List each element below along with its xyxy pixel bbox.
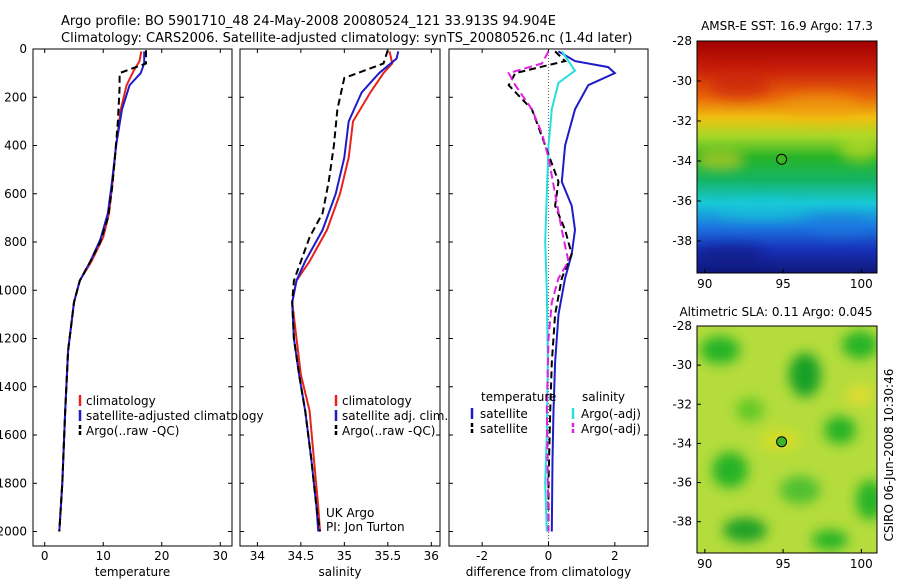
y-tick-label: 1000	[0, 283, 27, 297]
panel-annotation: PI: Jon Turton	[326, 520, 405, 534]
map-x-tick-label: 95	[775, 277, 790, 291]
legend-label: Argo(..raw -QC)	[342, 424, 435, 438]
legend-label: satellite-adjusted climatology	[86, 409, 264, 423]
x-tick-label: 20	[154, 549, 169, 563]
x-tick-label: 34	[250, 549, 265, 563]
map-y-tick-label: -28	[672, 319, 692, 333]
temperature-panel: 0 10 20 30 temperature 0 200 400 600 800 1000 1200 1…	[0, 42, 264, 579]
map-y-tick-label: -36	[672, 476, 692, 490]
y-tick-label: 1800	[0, 476, 27, 490]
map-x-tick-label: 100	[850, 557, 873, 571]
x-tick-label: 30	[213, 549, 228, 563]
map-y-tick-label: -34	[672, 154, 692, 168]
map-x-tick-label: 90	[697, 557, 712, 571]
series-line-climatology	[58, 51, 143, 532]
argo-float-location-marker	[776, 436, 788, 448]
legend-label: Argo(-adj)	[581, 407, 641, 421]
panel-annotation: UK Argo	[326, 506, 374, 520]
difference-panel: -2 0 2 difference from climatology temperatu…	[448, 48, 649, 579]
series-line-argo-raw-qc-	[291, 49, 389, 532]
legend-label: Argo(..raw -QC)	[86, 424, 179, 438]
y-tick-label: 0	[19, 42, 27, 56]
sst-map-title: AMSR-E SST: 16.9 Argo: 17.3	[701, 19, 873, 33]
x-tick-label: -2	[476, 549, 488, 563]
y-tick-label: 200	[4, 90, 27, 104]
legend-label: satellite adj. clim.	[342, 409, 448, 423]
map-y-tick-label: -30	[672, 74, 692, 88]
legend-header-salinity: salinity	[582, 390, 625, 404]
x-axis-label: salinity	[318, 565, 361, 579]
map-y-tick-label: -32	[672, 114, 692, 128]
legend-label: Argo(-adj)	[581, 422, 641, 436]
figure-header-line2: Climatology: CARS2006. Satellite-adjuste…	[61, 31, 633, 46]
sla-map-title: Altimetric SLA: 0.11 Argo: 0.045	[679, 305, 872, 319]
map-y-tick-label: -38	[672, 234, 692, 248]
map-y-tick-label: -36	[672, 194, 692, 208]
legend-label: satellite	[480, 422, 528, 436]
axes-frame	[32, 48, 233, 547]
sla-heatmap-image	[697, 326, 877, 553]
series-line-salinity-argo-adj-	[507, 50, 570, 532]
legend-header-temperature: temperature	[481, 390, 556, 404]
x-axis-label: temperature	[95, 565, 170, 579]
sla-map-panel: Altimetric SLA: 0.11 Argo: 0.045 90 95 100…	[672, 305, 878, 571]
x-tick-label: 2	[611, 549, 619, 563]
map-x-tick-label: 90	[697, 277, 712, 291]
x-axis-label: difference from climatology	[466, 565, 632, 579]
legend-label: satellite	[480, 407, 528, 421]
legend-label: climatology	[342, 394, 412, 408]
y-tick-label: 1600	[0, 428, 27, 442]
map-x-tick-label: 100	[850, 277, 873, 291]
x-tick-label: 0	[41, 549, 49, 563]
map-y-tick-label: -34	[672, 436, 692, 450]
argo-float-location-marker	[776, 153, 788, 165]
x-tick-label: 0	[545, 549, 553, 563]
series-line-satellite-adj-clim-	[291, 51, 400, 532]
x-tick-label: 35	[337, 549, 352, 563]
y-tick-label: 1200	[0, 332, 27, 346]
axes-frame	[239, 48, 441, 547]
y-tick-label: 600	[4, 187, 27, 201]
legend-label: climatology	[86, 394, 156, 408]
series-line-temperature-satellite	[550, 50, 617, 532]
x-tick-label: 10	[96, 549, 111, 563]
side-timestamp-label: CSIRO 06-Jun-2008 10:30:46	[882, 369, 896, 542]
map-y-tick-label: -38	[672, 515, 692, 529]
y-tick-label: 800	[4, 235, 27, 249]
x-tick-label: 34.5	[288, 549, 315, 563]
map-y-tick-label: -28	[672, 34, 692, 48]
x-tick-label: 35.5	[374, 549, 401, 563]
sst-heatmap-image	[697, 41, 877, 273]
map-x-tick-label: 95	[775, 557, 790, 571]
y-tick-label: 1400	[0, 380, 27, 394]
sst-map-panel: AMSR-E SST: 16.9 Argo: 17.3 90 95 100 -28 -3…	[672, 19, 878, 291]
series-line-climatology	[291, 51, 394, 532]
map-y-tick-label: -30	[672, 358, 692, 372]
series-line-satellite-adjusted-climatology	[58, 51, 146, 532]
y-tick-label: 400	[4, 139, 27, 153]
map-y-tick-label: -32	[672, 397, 692, 411]
series-line-argo-raw-qc-	[58, 50, 147, 532]
y-tick-label: 2000	[0, 525, 27, 539]
x-tick-label: 36	[424, 549, 439, 563]
salinity-panel: 34 34.5 35 35.5 36 salinity climatologysatelli…	[239, 48, 448, 579]
figure-header-line1: Argo profile: BO 5901710_48 24-May-2008 …	[61, 14, 556, 29]
